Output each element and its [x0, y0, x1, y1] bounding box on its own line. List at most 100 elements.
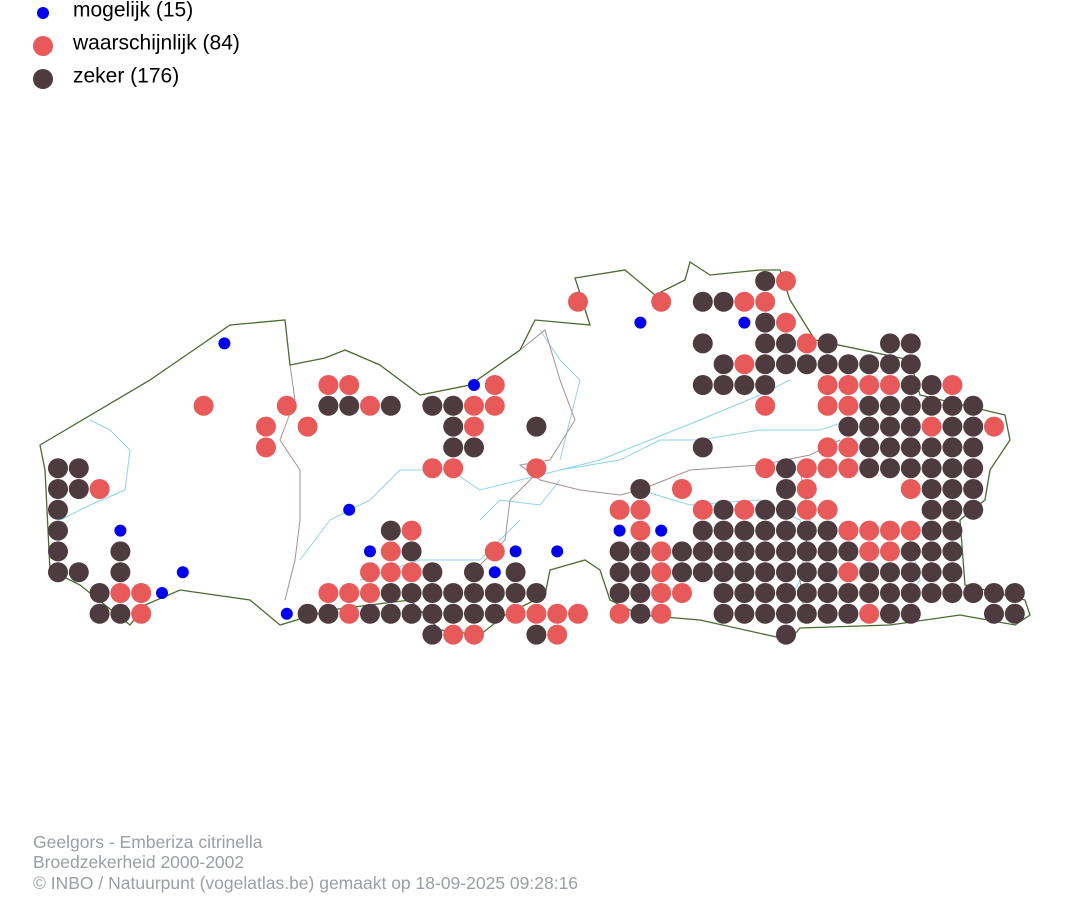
atlas-square [796, 541, 817, 562]
atlas-square [776, 354, 796, 375]
atlas-square [859, 354, 880, 375]
atlas-square [817, 395, 838, 416]
atlas-square [755, 291, 776, 312]
atlas-square [921, 499, 942, 520]
atlas-square [734, 375, 755, 395]
atlas-square [776, 624, 796, 645]
atlas-square [755, 458, 776, 479]
atlas-square [89, 583, 110, 603]
atlas-square [713, 375, 734, 395]
atlas-square [276, 395, 297, 416]
atlas-square [817, 437, 838, 458]
atlas-square [838, 562, 859, 583]
atlas-square [776, 562, 796, 583]
atlas-square [156, 587, 168, 599]
atlas-square [900, 583, 921, 603]
atlas-square [817, 562, 838, 583]
atlas-square [900, 603, 921, 624]
atlas-square [464, 395, 484, 416]
atlas-square [796, 520, 817, 541]
atlas-square [692, 333, 713, 354]
atlas-square [817, 583, 838, 603]
atlas-square [942, 375, 963, 395]
atlas-square [48, 520, 68, 541]
atlas-square [1004, 603, 1025, 624]
atlas-square [776, 583, 796, 603]
atlas-square [984, 416, 1004, 437]
atlas-square [568, 291, 588, 312]
atlas-square [921, 562, 942, 583]
atlas-square [817, 499, 838, 520]
atlas-square [817, 354, 838, 375]
atlas-square [110, 603, 131, 624]
atlas-square [318, 375, 339, 395]
atlas-square [796, 499, 817, 520]
atlas-square [630, 583, 651, 603]
atlas-square [942, 520, 963, 541]
atlas-square [672, 583, 692, 603]
atlas-square [900, 520, 921, 541]
atlas-square [838, 520, 859, 541]
atlas-square [942, 395, 963, 416]
atlas-square [360, 603, 380, 624]
atlas-square [900, 416, 921, 437]
atlas-square [921, 395, 942, 416]
atlas-square [48, 499, 68, 520]
legend: mogelijk (15) waarschijnlijk (84) zeker … [33, 0, 240, 89]
atlas-square [776, 541, 796, 562]
region-outline [39, 260, 1031, 641]
atlas-square [89, 479, 110, 499]
atlas-square [755, 395, 776, 416]
atlas-square [380, 583, 401, 603]
atlas-square [859, 603, 880, 624]
atlas-square [630, 520, 651, 541]
atlas-square [339, 603, 360, 624]
atlas-square [738, 316, 751, 329]
atlas-square [880, 603, 900, 624]
atlas-square [651, 562, 672, 583]
atlas-square [942, 458, 963, 479]
atlas-square [505, 583, 526, 603]
atlas-square [963, 437, 984, 458]
atlas-square [880, 562, 900, 583]
atlas-square [755, 354, 776, 375]
legend-label: zeker (176) [73, 65, 179, 88]
atlas-square [776, 271, 796, 291]
atlas-square [713, 499, 734, 520]
atlas-square [526, 416, 547, 437]
atlas-square [114, 524, 127, 537]
atlas-square [796, 603, 817, 624]
atlas-square [900, 437, 921, 458]
atlas-square [921, 541, 942, 562]
atlas-square [672, 541, 692, 562]
atlas-square [838, 354, 859, 375]
atlas-square [713, 291, 734, 312]
atlas-square [900, 375, 921, 395]
atlas-square [838, 395, 859, 416]
atlas-square [817, 333, 838, 354]
atlas-square [921, 416, 942, 437]
atlas-square [755, 583, 776, 603]
atlas-square [484, 375, 505, 395]
atlas-square [942, 583, 963, 603]
atlas-square [110, 583, 131, 603]
atlas-square [464, 603, 484, 624]
atlas-square [422, 583, 443, 603]
atlas-square [713, 603, 734, 624]
atlas-square [921, 520, 942, 541]
atlas-square [776, 312, 796, 333]
atlas-square [900, 541, 921, 562]
atlas-square [755, 312, 776, 333]
atlas-square [880, 395, 900, 416]
atlas-square [551, 545, 564, 558]
atlas-square [859, 416, 880, 437]
atlas-square [401, 541, 422, 562]
atlas-square [755, 499, 776, 520]
atlas-square [297, 416, 318, 437]
atlas-square [131, 583, 152, 603]
atlas-square [880, 437, 900, 458]
atlas-square [672, 562, 692, 583]
atlas-square [796, 458, 817, 479]
atlas-square [256, 416, 276, 437]
